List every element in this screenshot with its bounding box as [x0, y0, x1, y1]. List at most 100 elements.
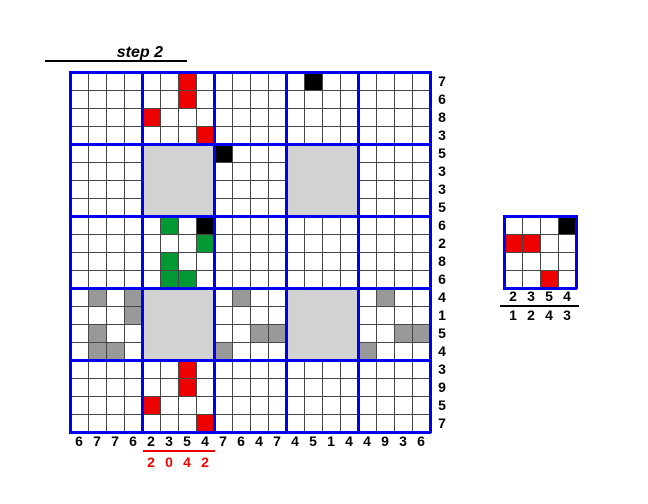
main-puzzle-grid [69, 71, 432, 434]
cell-gray [358, 342, 376, 360]
cell-black [196, 216, 214, 234]
gray-block [142, 144, 214, 216]
red-col-clue: 2 [201, 454, 209, 470]
col-clue: 4 [345, 433, 353, 449]
block-line-vertical [575, 215, 578, 289]
col-clue: 1 [327, 433, 335, 449]
cell-green [160, 216, 178, 234]
col-clue: 6 [129, 433, 137, 449]
row-clue: 8 [438, 253, 446, 269]
row-clue: 2 [438, 235, 446, 251]
cell-gray [250, 324, 268, 342]
row-clue: 7 [438, 415, 446, 431]
block-line-horizontal [503, 215, 577, 218]
row-clue: 3 [438, 163, 446, 179]
cell-gray [376, 288, 394, 306]
gray-block [142, 288, 214, 360]
row-clue: 6 [438, 91, 446, 107]
row-clue: 5 [438, 199, 446, 215]
col-clue: 3 [399, 433, 407, 449]
mini-top-clue: 5 [545, 288, 553, 304]
col-clue: 6 [417, 433, 425, 449]
cell-gray [124, 306, 142, 324]
cell-gray [268, 324, 286, 342]
row-clue: 4 [438, 289, 446, 305]
row-clue: 3 [438, 181, 446, 197]
col-clue: 5 [183, 433, 191, 449]
mini-bottom-clue: 4 [545, 307, 553, 323]
row-clue: 5 [438, 397, 446, 413]
mini-divider-line [500, 305, 579, 307]
cell-gray [88, 342, 106, 360]
col-clue: 7 [93, 433, 101, 449]
row-clue: 5 [438, 145, 446, 161]
cell-gray [214, 342, 232, 360]
col-clue: 4 [255, 433, 263, 449]
block-line-horizontal [69, 143, 431, 146]
col-clue: 9 [381, 433, 389, 449]
cell-red [504, 234, 522, 252]
mini-top-clue: 4 [563, 288, 571, 304]
cell-black [558, 216, 576, 234]
mini-bottom-clue: 3 [563, 307, 571, 323]
block-line-horizontal [69, 359, 431, 362]
block-line-horizontal [503, 287, 577, 290]
row-clue: 1 [438, 307, 446, 323]
cell-gray [106, 342, 124, 360]
cell-red [522, 234, 540, 252]
cell-red [178, 378, 196, 396]
row-clue: 7 [438, 73, 446, 89]
col-clue: 7 [111, 433, 119, 449]
cell-red [540, 270, 558, 288]
row-clue: 4 [438, 343, 446, 359]
mini-bottom-clue: 2 [527, 307, 535, 323]
block-line-horizontal [69, 215, 431, 218]
block-line-vertical [357, 71, 360, 433]
mini-grid [503, 215, 578, 290]
row-clue: 3 [438, 361, 446, 377]
row-clue: 5 [438, 325, 446, 341]
col-clue: 7 [273, 433, 281, 449]
mini-bottom-clue: 1 [509, 307, 517, 323]
block-line-vertical [285, 71, 288, 433]
col-clue: 6 [75, 433, 83, 449]
col-clue: 7 [219, 433, 227, 449]
block-line-horizontal [69, 431, 431, 434]
block-line-horizontal [69, 287, 431, 290]
mini-top-clue: 2 [509, 288, 517, 304]
cell-green [178, 270, 196, 288]
red-col-clue: 0 [165, 454, 173, 470]
block-line-vertical [503, 215, 506, 289]
cell-red [142, 396, 160, 414]
cell-gray [88, 288, 106, 306]
cell-red [196, 126, 214, 144]
block-line-horizontal [69, 71, 431, 74]
row-clue: 8 [438, 109, 446, 125]
grid-lines [70, 72, 430, 432]
cell-green [160, 270, 178, 288]
cell-gray [232, 288, 250, 306]
cell-black [214, 144, 232, 162]
block-line-vertical [141, 71, 144, 433]
cell-red [178, 360, 196, 378]
col-clue: 4 [363, 433, 371, 449]
gray-block [286, 288, 358, 360]
mini-top-clue: 3 [527, 288, 535, 304]
cell-black [304, 72, 322, 90]
step-title: step 2 [45, 44, 187, 62]
row-clue: 6 [438, 271, 446, 287]
red-col-clue: 4 [183, 454, 191, 470]
col-clue: 3 [165, 433, 173, 449]
cell-green [196, 234, 214, 252]
red-col-clue: 2 [147, 454, 155, 470]
cell-red [196, 414, 214, 432]
col-clue: 2 [147, 433, 155, 449]
cell-red [178, 90, 196, 108]
row-clue: 6 [438, 217, 446, 233]
cell-gray [88, 324, 106, 342]
cell-red [142, 108, 160, 126]
